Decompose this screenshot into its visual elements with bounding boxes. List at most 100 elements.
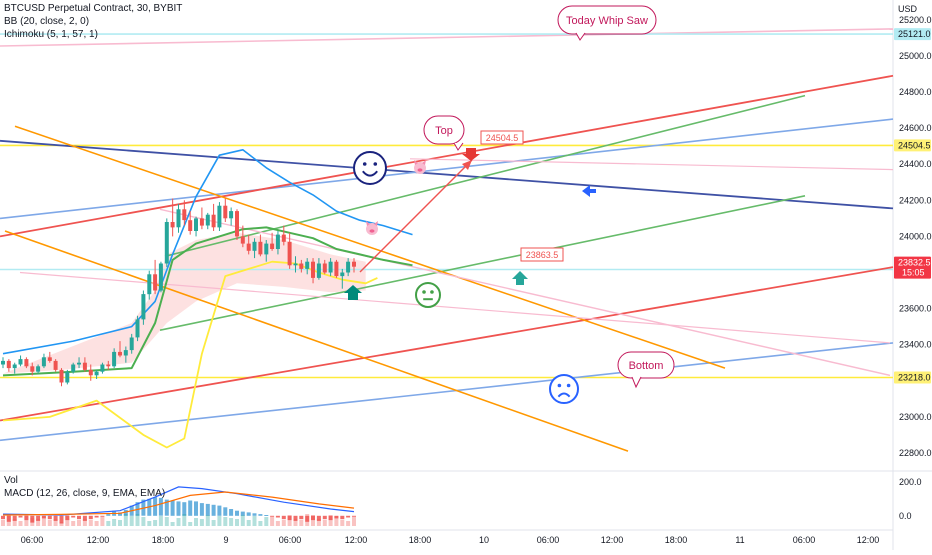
candle-body [123,350,128,356]
macd-histogram-bar [118,512,122,516]
sad-face-icon-eye [557,383,562,388]
volume-bar [41,516,46,526]
candle-body [135,319,140,338]
happy-face-icon-eye [362,162,367,166]
whipsaw-callout-label: Today Whip Saw [566,15,648,27]
cloud-area [3,232,366,374]
orange-lower-trendline [4,230,629,452]
whipsaw-trendline [0,28,894,47]
candle-body [65,371,70,383]
candle-body [352,261,356,267]
candle-body [94,371,99,376]
volume-bar [88,520,93,526]
volume-bar [270,517,275,526]
time-tick-label: 06:00 [537,535,560,545]
red-upper-trendline [0,74,894,238]
candle-body [270,243,275,249]
happy-face-icon-eye [373,162,378,166]
bollinger-upper-line [2,149,413,355]
volume-bar [311,515,315,526]
volume-bar [205,515,210,526]
down-arrow-icon [462,148,480,161]
macd-histogram-bar [217,505,222,516]
volume-bar [1,520,5,526]
volume-bar [77,520,81,526]
time-axis[interactable]: 06:00 12:00 18:00 9 06:00 12:00 18:00 10 06:00 12… [21,535,880,545]
top-callout-tail [453,142,464,151]
ichimoku-legend[interactable]: Ichimoku (5, 1, 57, 1) [4,29,98,40]
volume-bar [176,518,181,526]
macd-histogram-bar [164,499,169,516]
price-tick-label: 23000.0 [899,412,932,422]
pig-icon-ear [422,160,426,165]
macd-histogram-bar [82,515,87,521]
volume-bar [240,515,245,526]
macd-histogram-bar [229,509,234,516]
price-tick-label: 24200.0 [899,195,932,205]
candle-body [346,261,351,273]
macd-histogram-bar [252,513,257,516]
whipsaw-callout-bubble [557,5,657,35]
candle-body [24,359,29,367]
volume-bar [299,520,304,526]
macd-histogram-bar [170,500,175,516]
candle-body [299,263,304,269]
volume-bar [305,514,310,526]
volume-bar [258,521,263,526]
volume-bar [123,514,128,526]
price-tick-label: 24000.0 [899,231,932,241]
candle-body [1,360,5,365]
candle-body [59,369,64,383]
price-level-badge [894,371,931,384]
candle-body [211,214,216,228]
candle-body [41,357,46,367]
macd-histogram-bar [264,515,269,516]
macd-histogram-bar [311,515,315,521]
time-tick-label: 06:00 [21,535,44,545]
macd-histogram-bar [182,502,187,516]
bb-legend[interactable]: BB (20, close, 2, 0) [4,16,90,27]
macd-axis: 200.0 0.0 [899,477,922,521]
macd-histogram-bar [53,515,58,521]
candle-body [229,211,234,219]
macd-histogram-bar [352,515,356,517]
candle-body [12,364,17,369]
up-arrow-icon-2 [344,285,362,300]
macd-histogram-bar [65,515,70,521]
pig-icon-2 [366,223,378,235]
pig-icon-2-ear [374,221,378,226]
time-tick-label: 06:00 [279,535,302,545]
macd-histogram-bar [246,512,251,516]
price-axis-unit: USD [898,4,918,14]
candle-body [334,261,339,277]
volume-bar [118,520,122,526]
price-tick-label: 22800.0 [899,448,932,458]
macd-legend[interactable]: MACD (12, 26, close, 9, EMA, EMA) [4,488,166,499]
candle-body [147,274,152,295]
candle-body [88,369,93,376]
candle-body [153,274,158,291]
volume-bar [217,516,222,526]
volume-bar [182,514,187,526]
macd-histogram-bar [176,501,181,516]
candle-body [112,351,117,367]
volume-bar [47,520,52,526]
candle-body [223,205,228,219]
volume-bar [100,517,105,526]
candle-body [164,222,169,264]
price-level-badge [894,139,931,152]
candle-body [293,263,298,266]
macd-histogram-bar [293,515,298,521]
macd-histogram-bar [77,515,81,520]
volume-bar [36,519,41,526]
macd-histogram-bar [153,497,158,516]
volume-bar [30,518,35,526]
volume-bar [71,521,76,526]
volume-bar [188,522,193,526]
vol-legend[interactable]: Vol [4,475,18,486]
price-tick-label: 25200.0 [899,15,932,25]
symbol-legend[interactable]: BTCUSD Perpetual Contract, 30, BYBIT [4,3,183,14]
